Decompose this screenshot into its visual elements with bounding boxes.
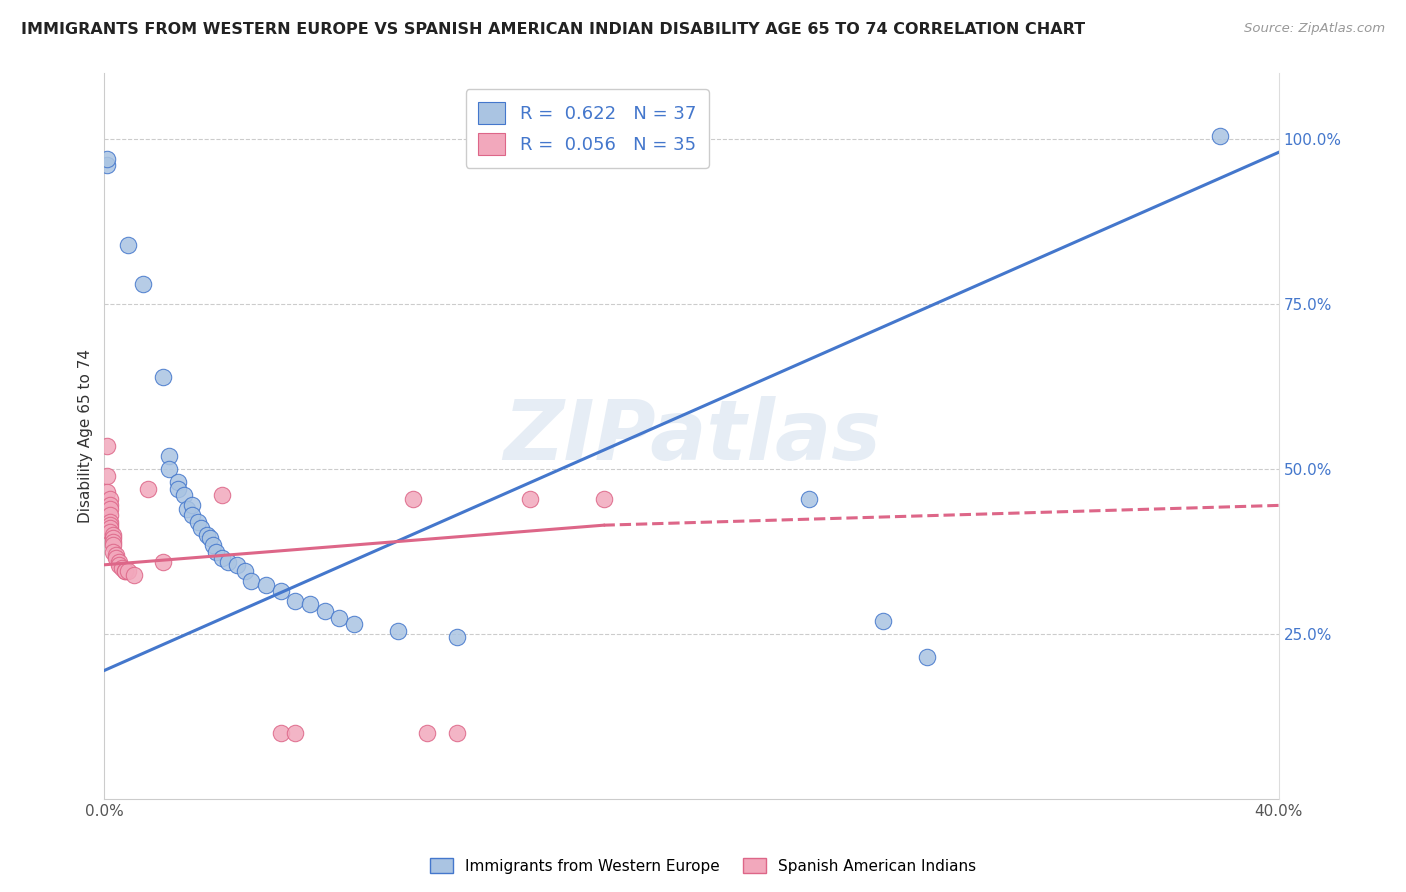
Point <box>138 482 160 496</box>
Point <box>254 577 277 591</box>
Point <box>98 521 121 535</box>
Point <box>298 598 321 612</box>
Point <box>108 554 131 568</box>
Point <box>98 501 121 516</box>
Point <box>233 565 256 579</box>
Point <box>117 237 139 252</box>
Point <box>190 521 212 535</box>
Point <box>181 499 204 513</box>
Point <box>111 561 134 575</box>
Point <box>98 491 121 506</box>
Point <box>211 488 233 502</box>
Point <box>105 551 128 566</box>
Point <box>328 610 350 624</box>
Point <box>270 584 292 599</box>
Text: Source: ZipAtlas.com: Source: ZipAtlas.com <box>1244 22 1385 36</box>
Point <box>176 501 198 516</box>
Point <box>98 515 121 529</box>
Point <box>117 565 139 579</box>
Point <box>98 518 121 533</box>
Point <box>96 468 118 483</box>
Point <box>96 439 118 453</box>
Point <box>103 544 125 558</box>
Point <box>157 462 180 476</box>
Point <box>103 532 125 546</box>
Point <box>96 485 118 500</box>
Legend: R =  0.622   N = 37, R =  0.056   N = 35: R = 0.622 N = 37, R = 0.056 N = 35 <box>465 89 709 168</box>
Point <box>314 604 336 618</box>
Point <box>108 558 131 572</box>
Point <box>217 554 239 568</box>
Point <box>166 482 188 496</box>
Point <box>797 491 820 506</box>
Point <box>173 488 195 502</box>
Point <box>387 624 409 638</box>
Point <box>96 158 118 172</box>
Text: IMMIGRANTS FROM WESTERN EUROPE VS SPANISH AMERICAN INDIAN DISABILITY AGE 65 TO 7: IMMIGRANTS FROM WESTERN EUROPE VS SPANIS… <box>21 22 1085 37</box>
Point <box>446 631 468 645</box>
Point <box>343 617 366 632</box>
Point <box>152 554 174 568</box>
Point <box>240 574 263 589</box>
Point <box>195 528 218 542</box>
Legend: Immigrants from Western Europe, Spanish American Indians: Immigrants from Western Europe, Spanish … <box>423 852 983 880</box>
Point <box>98 524 121 539</box>
Point <box>105 548 128 562</box>
Y-axis label: Disability Age 65 to 74: Disability Age 65 to 74 <box>79 349 93 523</box>
Point <box>198 532 221 546</box>
Point <box>446 726 468 740</box>
Point <box>103 538 125 552</box>
Text: ZIPatlas: ZIPatlas <box>503 395 880 476</box>
Point <box>416 726 439 740</box>
Point <box>157 449 180 463</box>
Point <box>114 565 136 579</box>
Point <box>98 499 121 513</box>
Point <box>225 558 247 572</box>
Point <box>519 491 541 506</box>
Point <box>915 650 938 665</box>
Point <box>181 508 204 523</box>
Point <box>152 369 174 384</box>
Point <box>114 565 136 579</box>
Point <box>98 508 121 523</box>
Point <box>284 594 307 608</box>
Point <box>205 544 228 558</box>
Point <box>131 277 153 292</box>
Point <box>1209 128 1232 143</box>
Point <box>872 614 894 628</box>
Point <box>166 475 188 490</box>
Point <box>592 491 614 506</box>
Point <box>103 528 125 542</box>
Point <box>103 534 125 549</box>
Point <box>202 538 225 552</box>
Point <box>402 491 425 506</box>
Point <box>187 515 209 529</box>
Point <box>96 152 118 166</box>
Point <box>122 567 145 582</box>
Point <box>211 551 233 566</box>
Point <box>284 726 307 740</box>
Point <box>270 726 292 740</box>
